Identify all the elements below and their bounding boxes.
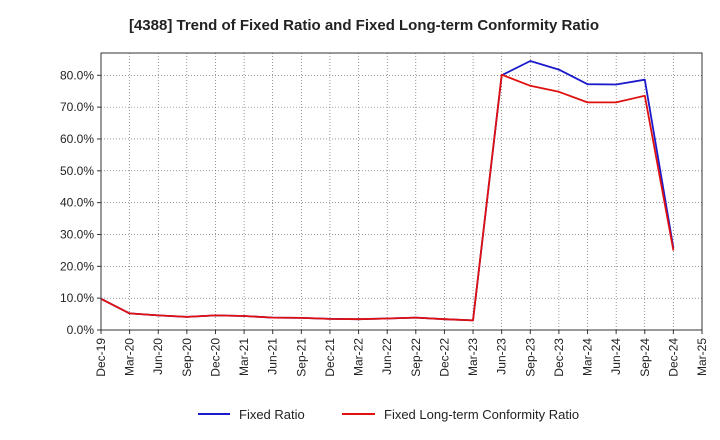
y-tick-label: 60.0% [60, 132, 94, 146]
y-tick-label: 30.0% [60, 227, 94, 241]
x-tick-label: Dec-19 [94, 338, 108, 377]
x-tick-label: Dec-23 [552, 338, 566, 377]
x-tick-label: Dec-20 [208, 338, 222, 377]
x-tick-label: Dec-21 [323, 338, 337, 377]
x-tick-label: Jun-21 [266, 338, 280, 375]
x-tick-label: Jun-22 [380, 338, 394, 375]
x-axis: Dec-19 Mar-20 Jun-20 Sep-20 Dec-20 Mar-21 Jun-… [94, 330, 709, 377]
x-tick-label: Jun-20 [151, 338, 165, 375]
plot-frame [100, 52, 703, 331]
x-tick-label: Mar-21 [237, 338, 251, 376]
x-tick-label: Mar-20 [123, 338, 137, 376]
x-tick-label: Mar-23 [466, 338, 480, 376]
x-tick-label: Sep-22 [409, 338, 423, 377]
y-tick-label: 40.0% [60, 196, 94, 210]
chart-title: [4388] Trend of Fixed Ratio and Fixed Lo… [129, 17, 599, 34]
x-tick-label: Mar-25 [695, 338, 709, 376]
x-tick-label: Mar-24 [581, 338, 595, 376]
legend: Fixed Ratio Fixed Long-term Conformity Ra… [198, 407, 579, 422]
series-group [100, 60, 675, 322]
x-tick-label: Jun-23 [495, 338, 509, 375]
x-tick-label: Mar-22 [352, 338, 366, 376]
legend-label-1: Fixed Ratio [239, 407, 305, 422]
x-tick-label: Sep-20 [180, 338, 194, 377]
grid [101, 53, 702, 330]
y-tick-label: 10.0% [60, 291, 94, 305]
y-tick-label: 80.0% [60, 68, 94, 82]
legend-label-2: Fixed Long-term Conformity Ratio [384, 407, 579, 422]
series-line-2 [100, 73, 675, 322]
x-tick-label: Dec-22 [437, 338, 451, 377]
y-tick-label: 50.0% [60, 164, 94, 178]
x-tick-label: Sep-24 [638, 338, 652, 377]
y-axis: 0.0% 10.0% 20.0% 30.0% 40.0% 50.0% 60.0% 70.0% 8… [60, 68, 101, 337]
y-tick-label: 20.0% [60, 259, 94, 273]
y-tick-label: 70.0% [60, 100, 94, 114]
x-tick-label: Jun-24 [609, 338, 623, 375]
x-tick-label: Dec-24 [666, 338, 680, 377]
x-tick-label: Sep-23 [523, 338, 537, 377]
y-tick-label: 0.0% [67, 323, 95, 337]
x-tick-label: Sep-21 [294, 338, 308, 377]
